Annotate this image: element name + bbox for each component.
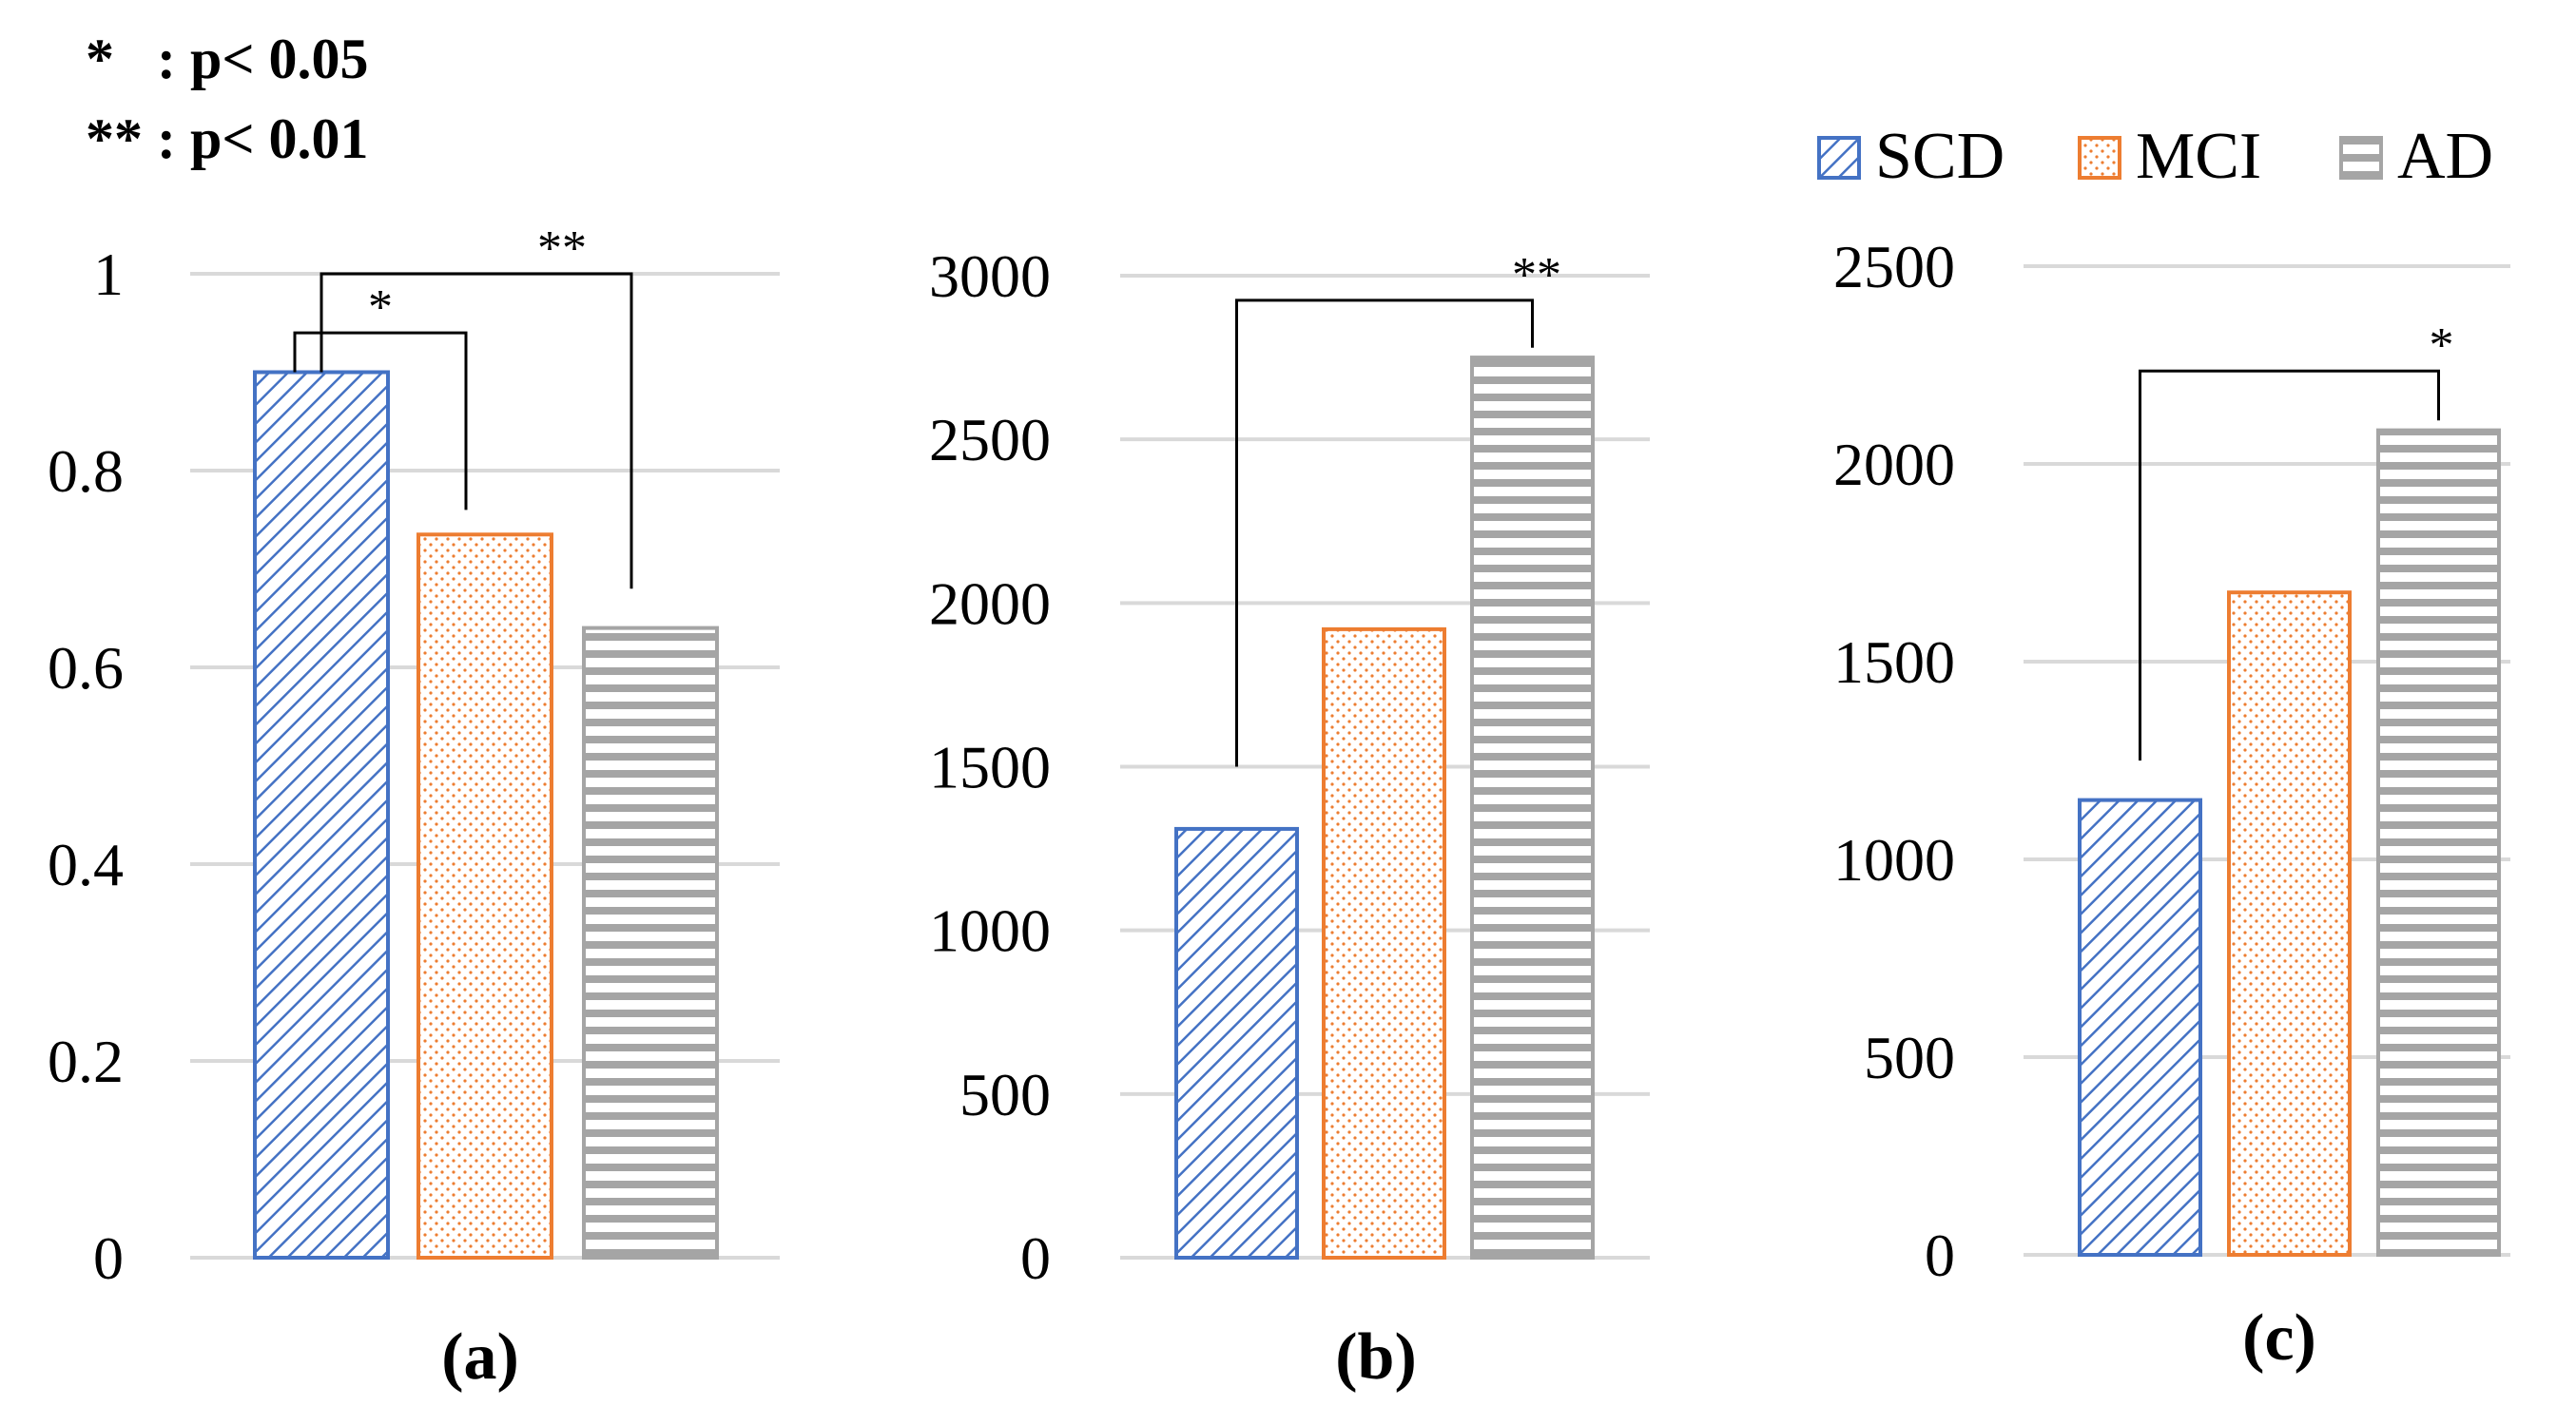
- legend-label-mci: MCI: [2136, 120, 2261, 193]
- significance-bracket: [2139, 369, 2440, 761]
- legend-swatch-scd: [1817, 136, 1861, 180]
- y-tick-label: 0: [93, 1224, 124, 1292]
- bar-mci: [2227, 590, 2352, 1257]
- y-tick-label: 0.2: [48, 1028, 124, 1095]
- legend: SCD MCI AD: [1817, 120, 2493, 193]
- y-tick-label: 2500: [1833, 233, 1955, 300]
- significance-bracket: [1235, 299, 1534, 767]
- bar-scd: [253, 370, 390, 1260]
- y-tick-label: 1500: [1833, 628, 1955, 696]
- significance-bracket: [320, 272, 633, 589]
- y-tick-label: 1500: [929, 734, 1051, 801]
- legend-swatch-ad: [2339, 136, 2383, 180]
- significance-marker: *: [2430, 318, 2454, 373]
- y-tick-label: 500: [959, 1061, 1051, 1128]
- y-tick-label: 2000: [1833, 431, 1955, 498]
- y-tick-label: 1000: [1833, 826, 1955, 894]
- bar-scd: [1174, 826, 1299, 1260]
- significance-bracket: [293, 331, 468, 510]
- y-tick-label: 2000: [929, 569, 1051, 637]
- significance-marker: **: [1512, 248, 1561, 302]
- y-tick-label: 500: [1864, 1024, 1955, 1091]
- chart-panel-1: 00.20.40.60.81 ***(a): [48, 221, 780, 1394]
- y-tick-label: 1: [93, 241, 124, 308]
- y-tick-label: 0.6: [48, 634, 124, 702]
- y-tick-label: 3000: [929, 242, 1051, 310]
- panel-label: (a): [441, 1320, 519, 1394]
- panel-label: (c): [2242, 1301, 2316, 1375]
- chart-panel-3: 0 500 1000 1500 2000 2500 * (c): [1833, 233, 2510, 1375]
- significance-marker: **: [537, 221, 587, 276]
- bar-ad: [2376, 428, 2501, 1257]
- bar-mci: [416, 532, 553, 1260]
- bar-ad: [582, 626, 719, 1260]
- chart-panel-2: 0 500 1000 1500 2000 2500 3000 ** (b): [929, 242, 1650, 1394]
- legend-swatch-mci: [2078, 136, 2121, 180]
- bar-scd: [2078, 798, 2202, 1257]
- significance-marker: *: [368, 280, 393, 335]
- panel-label: (b): [1335, 1320, 1417, 1394]
- significance-note-2: ** : p< 0.01: [86, 107, 369, 170]
- y-tick-label: 0: [1925, 1222, 1955, 1289]
- bar-ad: [1470, 356, 1595, 1261]
- y-tick-label: 0: [1020, 1224, 1051, 1292]
- significance-note-1: * : p< 0.05: [86, 28, 369, 90]
- legend-label-ad: AD: [2397, 120, 2493, 193]
- legend-label-scd: SCD: [1875, 120, 2005, 193]
- bar-mci: [1322, 626, 1446, 1260]
- y-tick-label: 0.4: [48, 831, 124, 898]
- y-tick-label: 2500: [929, 406, 1051, 473]
- y-tick-label: 1000: [929, 897, 1051, 965]
- y-tick-label: 0.8: [48, 437, 124, 505]
